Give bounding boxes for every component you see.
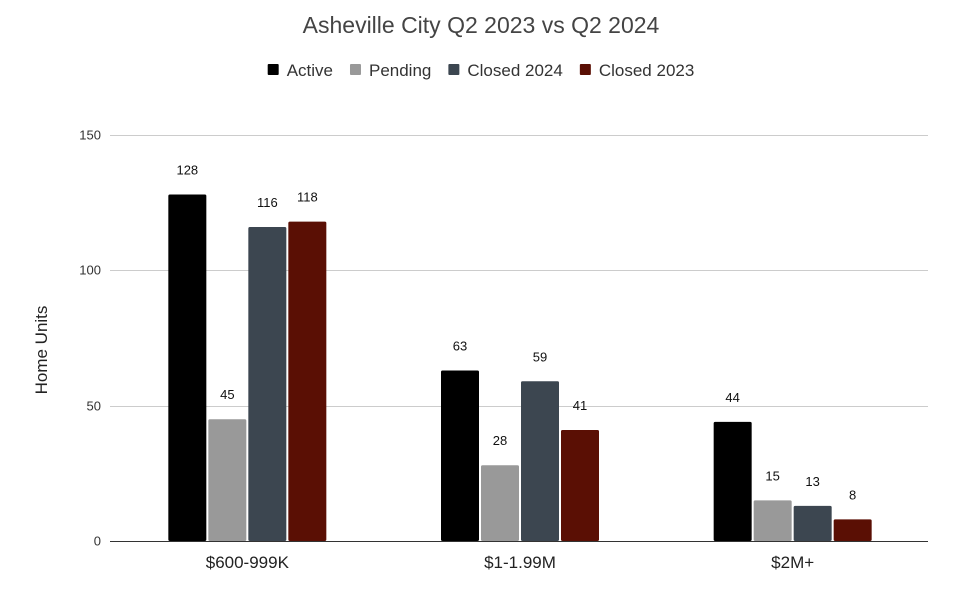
x-category-label: $600-999K (206, 553, 290, 572)
data-label: 28 (493, 433, 507, 448)
x-category-label: $1-1.99M (484, 553, 556, 572)
legend-label: Closed 2023 (599, 61, 694, 80)
bar-pending (481, 465, 519, 541)
gridlines (110, 135, 928, 407)
legend-label: Closed 2024 (467, 61, 562, 80)
legend-label: Active (287, 61, 333, 80)
x-axis-categories: $600-999K $1-1.99M $2M+ (206, 553, 814, 572)
bar-closed-2024 (248, 227, 287, 541)
bar-active (713, 421, 752, 541)
bar-active (441, 370, 479, 541)
bar-pending (208, 419, 247, 541)
y-tick-label: 150 (79, 128, 101, 143)
bar-closed-2023 (561, 430, 599, 541)
bars (168, 194, 872, 541)
legend: Active Pending Closed 2024 Closed 2023 (267, 61, 694, 80)
data-label: 45 (220, 387, 234, 402)
data-label: 118 (297, 190, 318, 205)
legend-item: Closed 2024 (448, 61, 563, 80)
y-axis-ticks: 0 50 100 150 (79, 128, 101, 549)
data-label: 44 (725, 390, 739, 405)
legend-swatch (579, 64, 591, 75)
legend-item: Pending (349, 61, 431, 80)
bar-closed-2024 (793, 505, 832, 541)
y-axis-label: Home Units (32, 306, 51, 395)
y-tick-label: 50 (87, 399, 101, 414)
x-category-label: $2M+ (771, 553, 814, 572)
legend-item: Closed 2023 (579, 61, 694, 80)
data-label: 128 (176, 163, 198, 178)
legend-swatch (448, 64, 460, 75)
y-tick-label: 100 (79, 263, 101, 278)
bar-closed-2023 (833, 519, 872, 541)
bar-closed-2024 (521, 381, 559, 541)
bar-pending (753, 500, 792, 541)
data-label: 15 (765, 468, 779, 483)
bar-active (168, 194, 207, 541)
data-label: 63 (453, 338, 467, 353)
data-label: 116 (257, 195, 278, 210)
legend-swatch (267, 64, 279, 75)
chart-title: Asheville City Q2 2023 vs Q2 2024 (303, 12, 660, 38)
data-label: 41 (573, 398, 587, 413)
y-tick-label: 0 (94, 534, 101, 549)
data-label: 8 (849, 487, 856, 502)
data-label: 13 (805, 474, 819, 489)
bar-closed-2023 (288, 221, 327, 541)
data-label: 59 (533, 349, 547, 364)
legend-label: Pending (369, 61, 431, 80)
legend-item: Active (267, 61, 333, 80)
data-labels: 128 45 116 118 63 28 59 41 44 15 13 8 (176, 163, 856, 503)
legend-swatch (349, 64, 361, 75)
